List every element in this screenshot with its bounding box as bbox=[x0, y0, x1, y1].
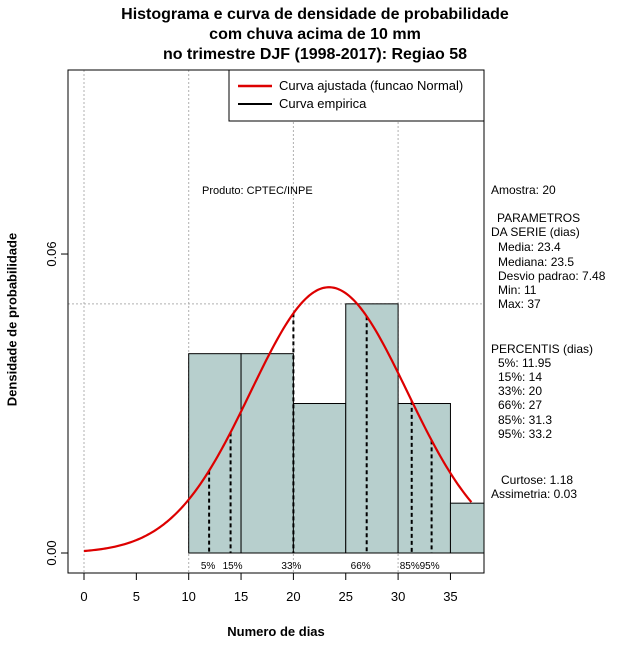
chart-title-line-3: no trimestre DJF (1998-2017): Regiao 58 bbox=[162, 46, 468, 63]
axes: 0 5 10 15 20 25 30 35 0.00 0.06 bbox=[44, 241, 458, 604]
stat-media: Media: 23.4 bbox=[498, 240, 561, 254]
legend bbox=[228, 69, 485, 122]
stat-assimetria: Assimetria: 0.03 bbox=[491, 487, 578, 501]
percentile-label-85: 85% bbox=[400, 561, 420, 572]
stat-p95: 95%: 33.2 bbox=[498, 427, 553, 441]
histogram-bar-1 bbox=[188, 353, 242, 554]
x-tick-label: 5 bbox=[133, 589, 140, 604]
stat-percentis-header: PERCENTIS (dias) bbox=[491, 342, 594, 356]
x-tick-label: 15 bbox=[234, 589, 248, 604]
chart-title-line-1: Histograma e curva de densidade de proba… bbox=[121, 6, 509, 23]
stat-desvio: Desvio padrao: 7.48 bbox=[498, 269, 606, 283]
stat-p66: 66%: 27 bbox=[498, 398, 543, 412]
histogram-bar-3 bbox=[292, 403, 347, 554]
x-tick-label: 20 bbox=[286, 589, 300, 604]
legend-label-empirical-curve: Curva empirica bbox=[279, 96, 367, 111]
stat-curtose: Curtose: 1.18 bbox=[501, 473, 574, 487]
stat-amostra: Amostra: 20 bbox=[491, 183, 556, 197]
percentile-label-33: 33% bbox=[281, 561, 301, 572]
product-credit: Produto: CPTEC/INPE bbox=[202, 185, 313, 197]
percentile-lines: 5% 15% 33% 66% 85% 95% bbox=[201, 313, 440, 572]
stat-min: Min: 11 bbox=[498, 283, 537, 297]
stat-params-header: PARAMETROS bbox=[497, 211, 581, 225]
histogram-bar-4 bbox=[345, 303, 399, 554]
x-tick-label: 10 bbox=[181, 589, 195, 604]
legend-label-fitted-curve: Curva ajustada (funcao Normal) bbox=[279, 78, 464, 93]
stat-p33: 33%: 20 bbox=[498, 384, 543, 398]
fitted-normal-curve bbox=[83, 286, 473, 553]
histogram-bar-6 bbox=[449, 502, 485, 554]
stat-p5: 5%: 11.95 bbox=[498, 356, 552, 370]
density-curves bbox=[83, 286, 473, 553]
legend-box bbox=[228, 69, 485, 122]
x-tick-label: 35 bbox=[443, 589, 457, 604]
histogram-bars bbox=[188, 303, 485, 554]
stat-p85: 85%: 31.3 bbox=[498, 413, 553, 427]
histogram-bar-2 bbox=[240, 353, 294, 554]
x-tick-label: 25 bbox=[339, 589, 353, 604]
stat-max: Max: 37 bbox=[498, 297, 541, 311]
y-axis-label: Densidade de probabilidade bbox=[4, 232, 20, 407]
stat-p15: 15%: 14 bbox=[498, 370, 543, 384]
percentile-label-95: 95% bbox=[420, 561, 440, 572]
grid-layer bbox=[68, 70, 484, 573]
x-tick-label: 30 bbox=[391, 589, 405, 604]
y-tick-label: 0.00 bbox=[44, 540, 59, 565]
y-tick-label: 0.06 bbox=[44, 241, 59, 266]
percentile-label-5: 5% bbox=[201, 561, 216, 572]
chart-title-line-2: com chuva acima de 10 mm bbox=[209, 26, 421, 43]
stat-params-subheader: DA SERIE (dias) bbox=[491, 225, 580, 239]
x-tick-label: 0 bbox=[80, 589, 87, 604]
x-axis-label: Numero de dias bbox=[227, 624, 325, 639]
percentile-label-15: 15% bbox=[223, 561, 243, 572]
stat-mediana: Mediana: 23.5 bbox=[498, 255, 575, 269]
percentile-label-66: 66% bbox=[351, 561, 371, 572]
